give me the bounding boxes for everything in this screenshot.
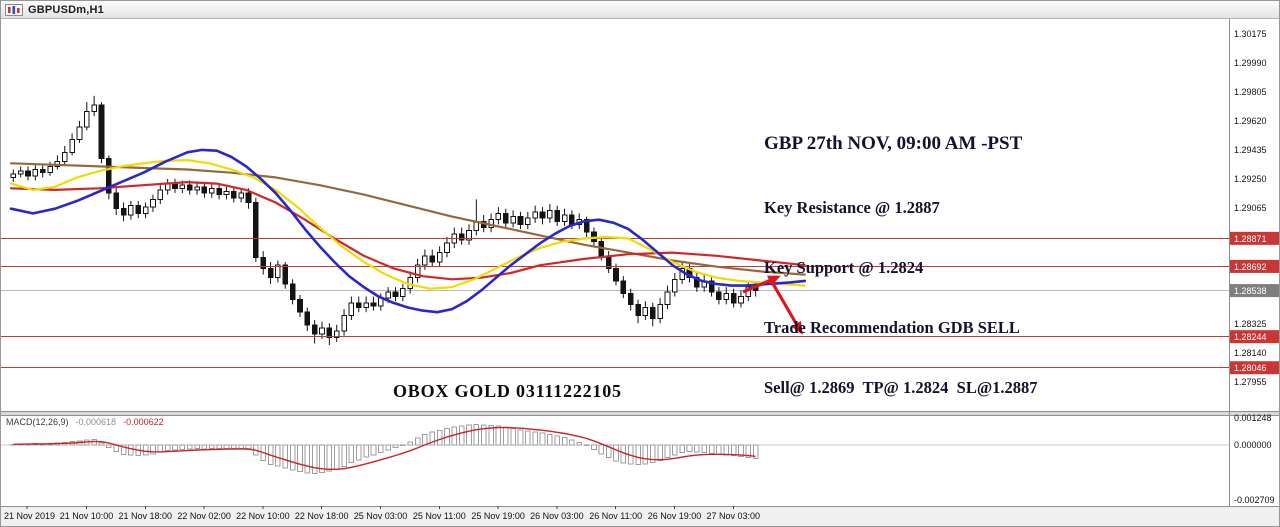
svg-text:1.28140: 1.28140	[1234, 348, 1267, 358]
price-chart[interactable]: 1.30175 1.29990 1.29805 1.29620 1.29435 1.292…	[1, 19, 1280, 527]
svg-text:21 Nov 2019: 21 Nov 2019	[4, 511, 55, 521]
svg-text:1.28244: 1.28244	[1234, 332, 1267, 342]
chart-icon	[5, 3, 23, 16]
chart-title: GBPUSDm,H1	[28, 3, 104, 16]
ma-blue-thick	[9, 148, 807, 314]
svg-text:1.29065: 1.29065	[1234, 203, 1267, 213]
svg-text:1.29990: 1.29990	[1234, 58, 1267, 68]
svg-text:22 Nov 02:00: 22 Nov 02:00	[177, 511, 231, 521]
svg-text:1.28871: 1.28871	[1234, 234, 1267, 244]
trend-arrow	[770, 281, 803, 335]
svg-text:1.28692: 1.28692	[1234, 262, 1267, 272]
trend-arrow	[742, 275, 781, 294]
svg-text:1.29805: 1.29805	[1234, 87, 1267, 97]
svg-text:26 Nov 19:00: 26 Nov 19:00	[648, 511, 702, 521]
svg-text:1.28538: 1.28538	[1234, 286, 1267, 296]
ma-yellow-fast	[9, 159, 806, 290]
svg-text:22 Nov 18:00: 22 Nov 18:00	[295, 511, 349, 521]
svg-text:1.28046: 1.28046	[1234, 363, 1267, 373]
svg-text:-0.002709: -0.002709	[1234, 495, 1275, 505]
svg-text:0.001248: 0.001248	[1234, 413, 1272, 423]
svg-text:25 Nov 11:00: 25 Nov 11:00	[413, 511, 466, 521]
svg-text:1.28325: 1.28325	[1234, 319, 1267, 329]
svg-text:26 Nov 03:00: 26 Nov 03:00	[530, 511, 584, 521]
svg-text:25 Nov 03:00: 25 Nov 03:00	[354, 511, 408, 521]
svg-text:1.29250: 1.29250	[1234, 174, 1267, 184]
svg-text:21 Nov 18:00: 21 Nov 18:00	[119, 511, 173, 521]
svg-text:26 Nov 11:00: 26 Nov 11:00	[589, 511, 642, 521]
chart-titlebar[interactable]: GBPUSDm,H1	[1, 1, 1279, 19]
svg-text:1.29620: 1.29620	[1234, 116, 1267, 126]
time-axis-bg	[1, 506, 1279, 526]
svg-text:0.000000: 0.000000	[1234, 440, 1272, 450]
macd-signal-line	[13, 426, 756, 470]
svg-text:25 Nov 19:00: 25 Nov 19:00	[471, 511, 525, 521]
svg-text:1.30175: 1.30175	[1234, 29, 1267, 39]
svg-text:27 Nov 03:00: 27 Nov 03:00	[707, 511, 761, 521]
main-plot-bg	[1, 19, 1279, 411]
svg-text:22 Nov 10:00: 22 Nov 10:00	[236, 511, 290, 521]
svg-text:1.27955: 1.27955	[1234, 377, 1267, 387]
svg-text:1.29435: 1.29435	[1234, 145, 1267, 155]
svg-text:21 Nov 10:00: 21 Nov 10:00	[60, 511, 114, 521]
ma-red-medium	[9, 181, 806, 281]
ma-brown-slow	[9, 162, 806, 276]
